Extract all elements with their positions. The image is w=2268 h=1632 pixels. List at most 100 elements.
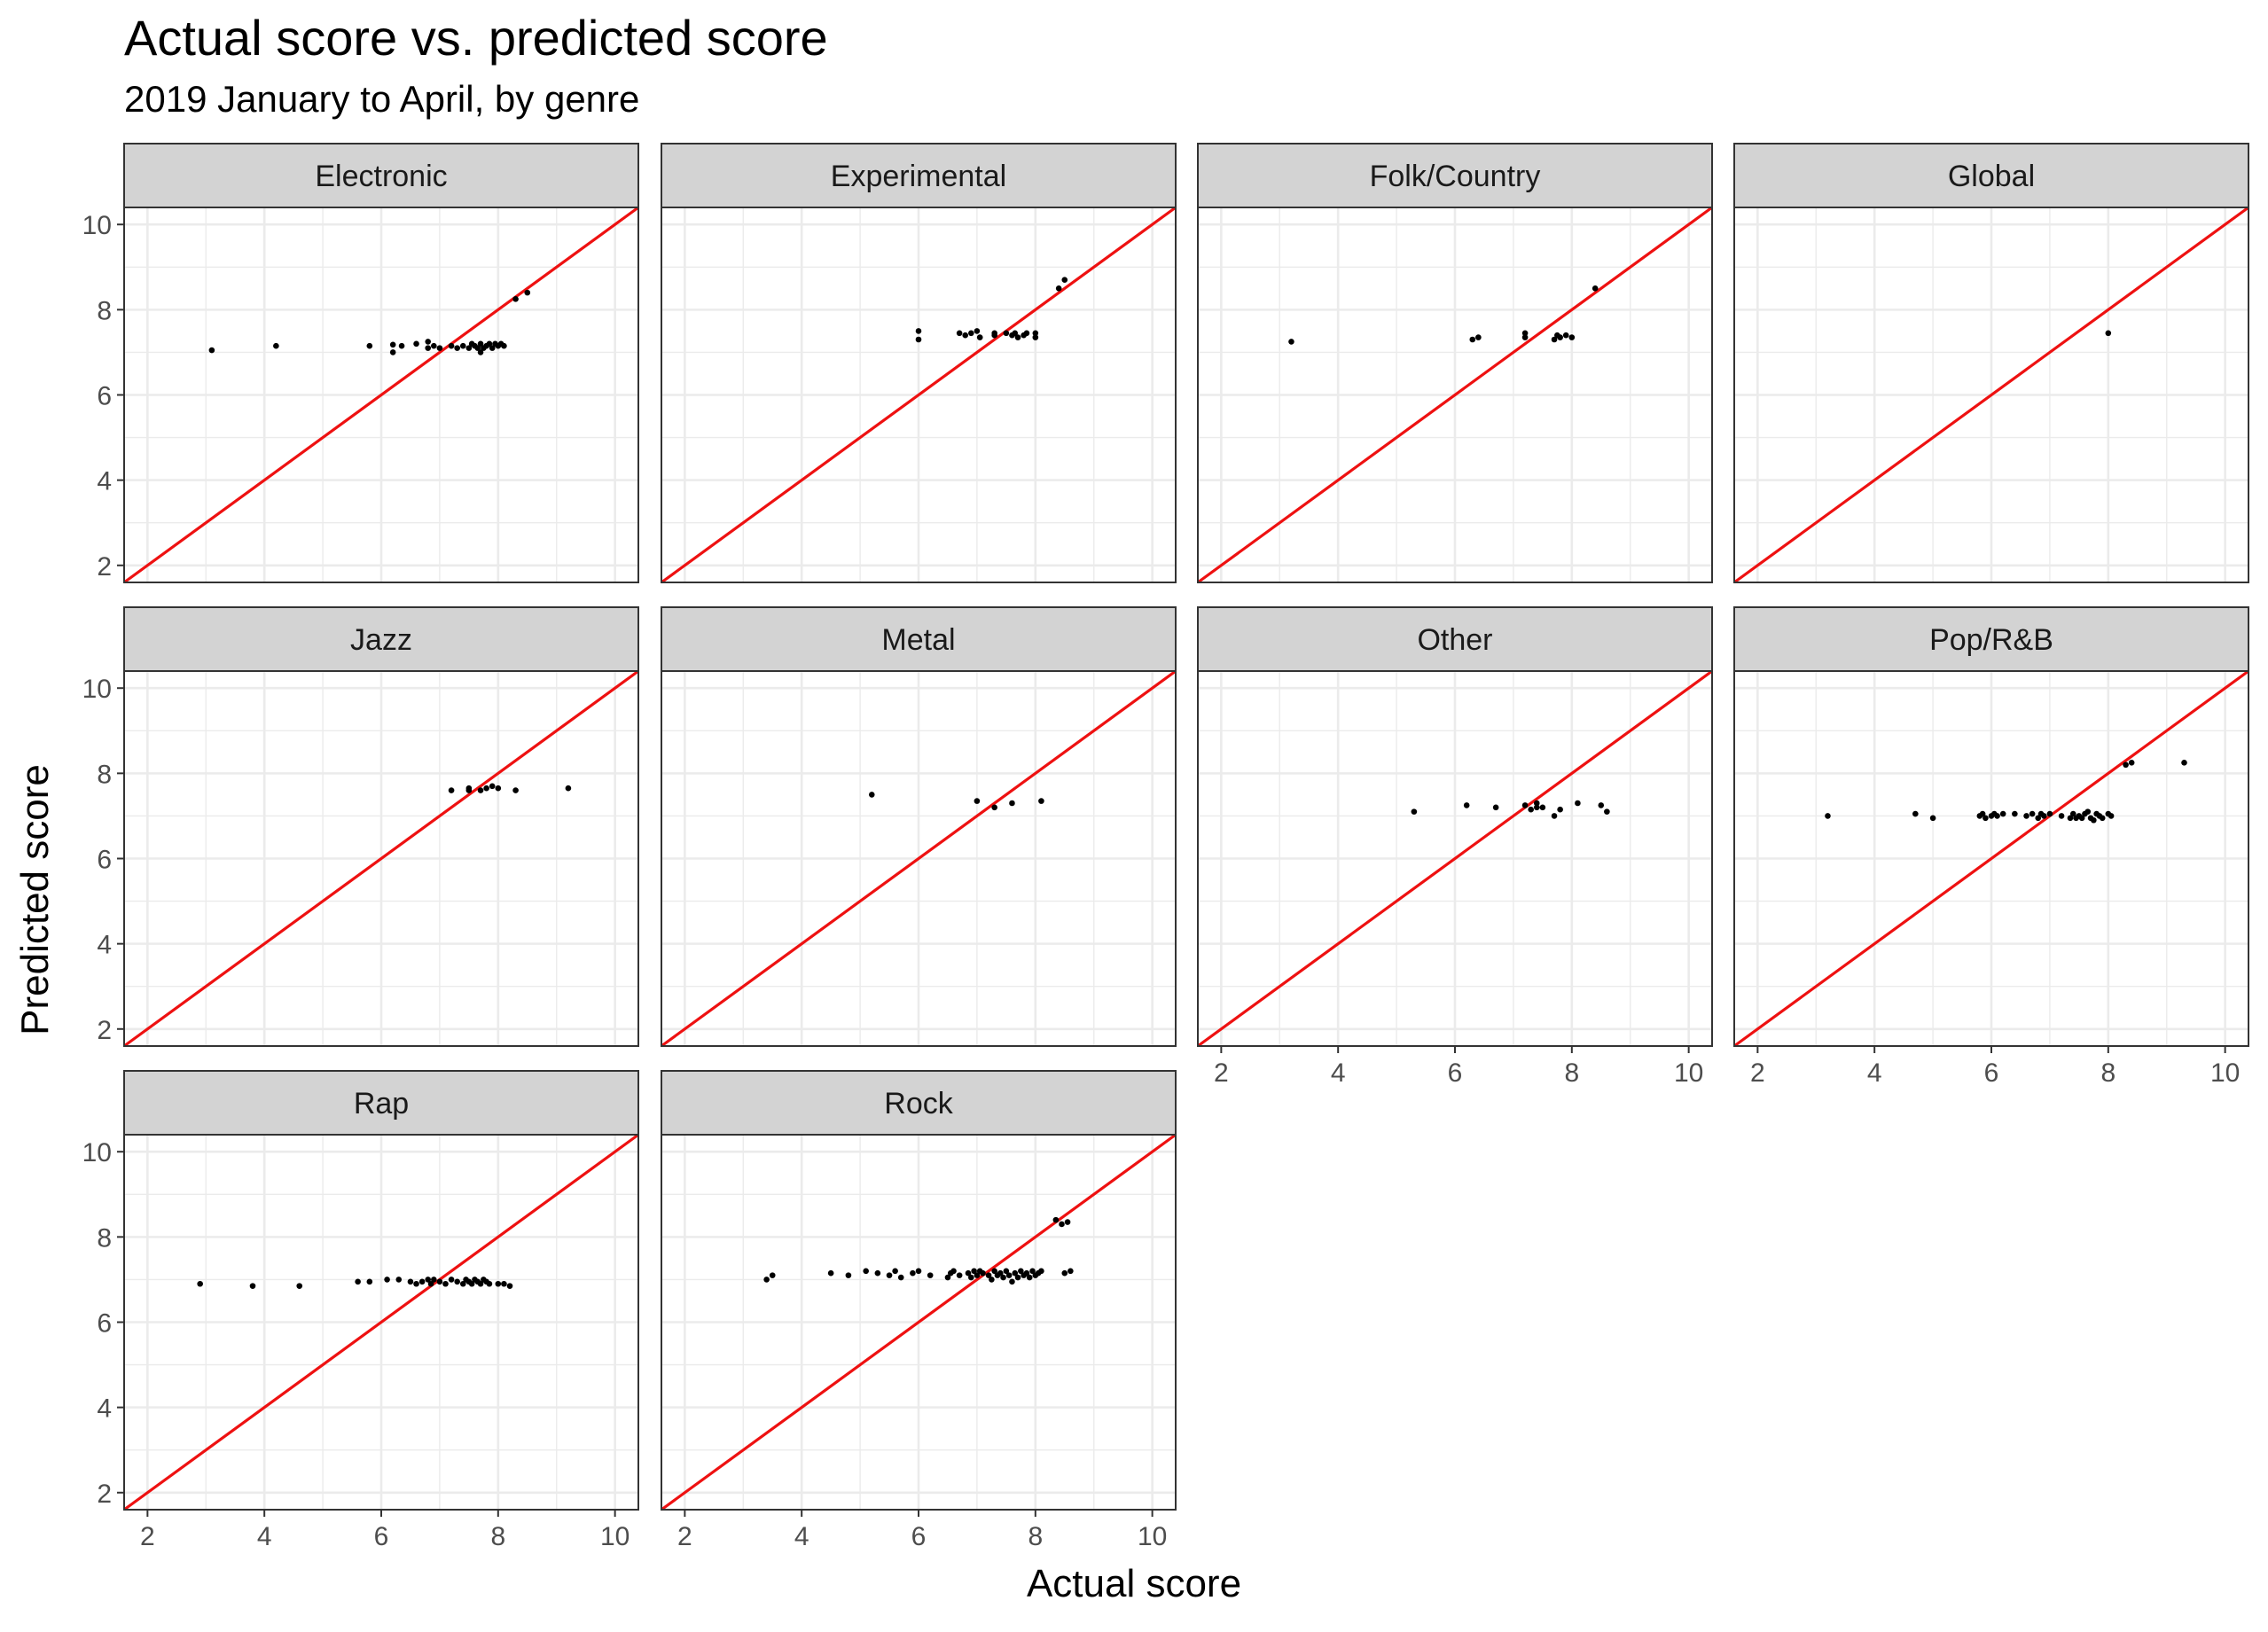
data-point	[886, 1272, 893, 1278]
data-point	[974, 328, 981, 334]
data-point	[1026, 1274, 1033, 1281]
data-point	[863, 1268, 869, 1275]
data-point	[2078, 815, 2085, 822]
y-tick-label: 4	[97, 1394, 112, 1424]
data-point	[927, 1272, 934, 1278]
data-point	[1000, 1274, 1006, 1281]
data-point	[968, 1274, 974, 1281]
data-point	[1038, 798, 1044, 804]
y-tick-label: 10	[82, 1138, 112, 1167]
y-tick-label: 8	[97, 1223, 112, 1253]
facet-strip-label: Other	[1417, 623, 1492, 657]
data-point	[2058, 813, 2065, 819]
data-point	[956, 1272, 963, 1278]
data-point	[465, 345, 473, 351]
data-point	[1003, 330, 1010, 337]
y-tick-label: 4	[97, 931, 112, 960]
data-point	[1463, 802, 1470, 808]
x-tick-label: 8	[1564, 1058, 1579, 1088]
facet-strip-label: Global	[1948, 160, 2035, 193]
data-point	[454, 1278, 460, 1285]
data-point	[991, 332, 997, 339]
reference-line	[661, 206, 1177, 584]
data-point	[389, 341, 396, 348]
x-axis-title: Actual score	[1026, 1562, 1242, 1605]
data-point	[448, 1277, 455, 1283]
facet-panel: Other 2 4 6 8 10	[1197, 606, 1713, 1088]
data-point	[448, 787, 455, 793]
data-point	[1055, 285, 1062, 292]
data-point	[950, 1268, 957, 1275]
data-points	[208, 289, 531, 355]
data-point	[489, 783, 496, 790]
panel-grid	[661, 1135, 1176, 1510]
data-point	[418, 1278, 426, 1285]
facet-panel: Jazz 2 4 6 8 10	[82, 606, 639, 1048]
data-point	[985, 1272, 992, 1278]
data-point	[2181, 760, 2187, 766]
data-point	[413, 1280, 419, 1287]
data-point	[425, 345, 432, 351]
data-point	[2041, 813, 2047, 819]
data-point	[197, 1280, 203, 1287]
data-point	[1014, 334, 1021, 340]
y-axis-title: Predicted score	[13, 764, 57, 1035]
data-point	[1533, 800, 1540, 807]
x-tick-label: 8	[490, 1522, 505, 1551]
data-point	[1023, 1269, 1030, 1277]
data-point	[1562, 332, 1569, 339]
data-point	[425, 1277, 432, 1283]
data-point	[991, 804, 997, 811]
data-point	[2067, 815, 2074, 822]
data-point	[407, 1278, 414, 1285]
data-point	[1009, 800, 1015, 807]
x-tick-label: 10	[1138, 1522, 1167, 1551]
data-point	[1032, 334, 1039, 340]
data-point	[425, 339, 432, 345]
data-point	[944, 1274, 951, 1281]
data-point	[1038, 1268, 1044, 1275]
facet-strip	[1197, 143, 1713, 208]
data-point	[355, 1278, 361, 1285]
x-tick-label: 6	[911, 1522, 927, 1551]
reference-line	[1733, 669, 2249, 1048]
data-point	[1411, 808, 1418, 815]
data-point	[874, 1269, 881, 1277]
panel-border	[661, 670, 1177, 1047]
x-tick-label: 4	[794, 1522, 809, 1551]
reference-line	[123, 1133, 639, 1511]
x-tick-label: 6	[1448, 1058, 1463, 1088]
data-points	[1825, 760, 2187, 824]
data-point	[477, 1280, 484, 1287]
data-point	[2105, 330, 2112, 337]
reference-line	[123, 206, 639, 584]
y-tick-label: 10	[82, 211, 112, 240]
data-point	[483, 785, 489, 792]
data-point	[477, 349, 484, 355]
data-point	[956, 330, 963, 337]
panel-grid	[1734, 671, 2248, 1046]
data-point	[989, 1277, 995, 1283]
data-point	[980, 1269, 986, 1277]
facet-panel: Global	[1733, 143, 2249, 584]
data-point	[1059, 1221, 1065, 1228]
data-point	[991, 1268, 997, 1275]
data-point	[1521, 334, 1529, 340]
panel-border	[1197, 207, 1713, 583]
data-point	[868, 792, 875, 798]
x-tick-label: 2	[1214, 1058, 1229, 1088]
data-point	[512, 296, 519, 302]
data-points	[1411, 800, 1610, 819]
data-point	[454, 345, 460, 351]
data-point	[459, 1280, 466, 1287]
facet-panel: Pop/R&B 2 4 6 8 10	[1733, 606, 2249, 1088]
facet-strip	[123, 1070, 639, 1136]
data-points	[1288, 285, 1599, 345]
data-point	[1521, 802, 1529, 808]
data-point	[1557, 334, 1563, 340]
data-point	[442, 1280, 449, 1287]
data-point	[2023, 813, 2029, 819]
reference-line	[661, 1133, 1177, 1511]
data-point	[763, 1277, 770, 1283]
